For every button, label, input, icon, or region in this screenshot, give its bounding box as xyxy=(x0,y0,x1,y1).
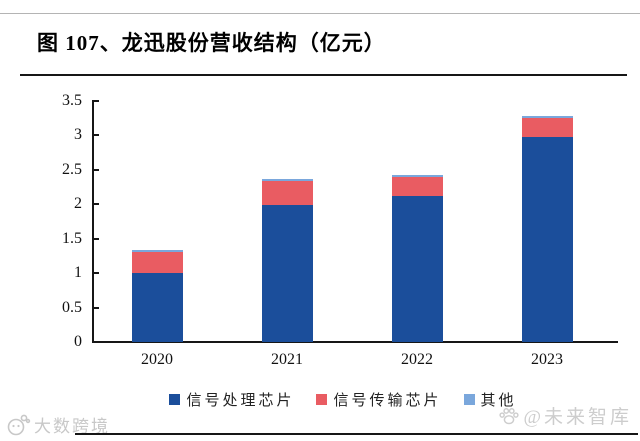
bar-segment-2020 xyxy=(131,252,183,274)
y-tick-label: 0 xyxy=(74,333,82,350)
bar-segment-2022 xyxy=(391,177,443,196)
y-tick-label: 3 xyxy=(74,126,82,144)
y-tick-label: 2 xyxy=(74,195,82,213)
watermark-bottom-right: @未来智库 xyxy=(498,402,633,429)
legend-item-other: 其他 xyxy=(463,389,517,410)
legend-item-signal-processing: 信号处理芯片 xyxy=(169,389,294,410)
legend-item-signal-transmission: 信号传输芯片 xyxy=(316,389,441,410)
top-divider xyxy=(0,13,640,14)
y-tick-mark xyxy=(94,134,99,137)
legend-swatch-red xyxy=(316,394,328,405)
y-tick-mark xyxy=(94,168,99,171)
x-tick-label: 2022 xyxy=(401,351,433,368)
bar-segment-2021 xyxy=(261,181,313,205)
bar-segment-2023 xyxy=(521,137,573,342)
watermark-text: @未来智库 xyxy=(523,407,632,428)
y-tick-mark xyxy=(94,341,99,343)
paw-icon xyxy=(498,405,520,427)
legend-label: 其他 xyxy=(480,393,517,409)
y-tick-mark xyxy=(94,237,99,240)
legend-swatch-blue xyxy=(169,394,181,405)
x-tick-label: 2021 xyxy=(271,351,303,368)
bar-segment-2021 xyxy=(261,179,313,182)
chart-legend: 信号处理芯片 信号传输芯片 其他 xyxy=(93,389,593,410)
bar-segment-2023 xyxy=(521,116,573,118)
y-tick-mark xyxy=(94,99,99,102)
watermark-text: 大数跨境 xyxy=(34,417,110,436)
legend-label: 信号处理芯片 xyxy=(186,393,295,409)
title-underline xyxy=(20,74,627,76)
y-axis-line xyxy=(92,100,94,343)
y-tick-label: 1 xyxy=(74,264,82,282)
bar-segment-2020 xyxy=(131,249,183,253)
bar-segment-2022 xyxy=(391,195,443,342)
y-tick-mark xyxy=(94,306,99,309)
y-tick-mark xyxy=(94,203,99,206)
x-tick-label: 2020 xyxy=(141,351,173,368)
chart-title: 图 107、龙迅股份营收结构（亿元） xyxy=(37,31,386,55)
y-tick-label: 3.5 xyxy=(62,91,82,109)
x-axis-line xyxy=(92,341,618,343)
y-tick-mark xyxy=(94,272,99,275)
bottom-divider xyxy=(75,433,638,435)
bar-segment-2021 xyxy=(261,204,313,342)
bar-segment-2022 xyxy=(391,175,443,178)
bar-segment-2020 xyxy=(131,273,183,342)
watermark-bottom-left: 大数跨境 xyxy=(5,412,110,437)
dashukuajing-logo-icon xyxy=(5,413,31,437)
y-tick-label: 0.5 xyxy=(62,298,82,316)
y-tick-label: 2.5 xyxy=(62,160,82,178)
x-tick-label: 2023 xyxy=(531,351,563,368)
legend-label: 信号传输芯片 xyxy=(333,393,442,409)
y-tick-label: 1.5 xyxy=(62,229,82,247)
bar-segment-2023 xyxy=(521,117,573,138)
legend-swatch-lightblue xyxy=(463,394,475,405)
